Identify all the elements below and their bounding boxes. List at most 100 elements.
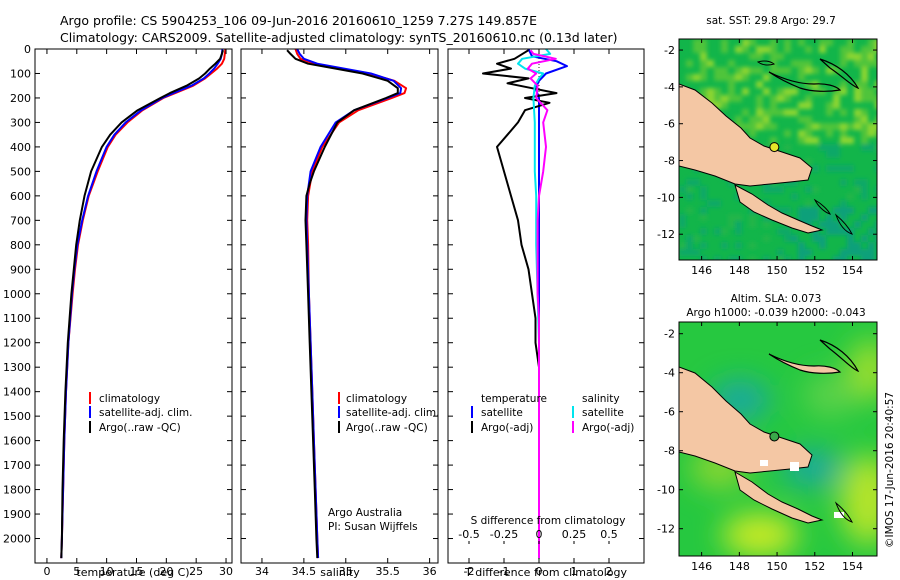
sst-pixel bbox=[868, 46, 875, 53]
y-tick-label: 1200 bbox=[3, 337, 31, 350]
sst-pixel bbox=[854, 116, 861, 123]
sst-pixel bbox=[826, 151, 833, 158]
sst-pixel bbox=[868, 88, 875, 95]
sst-pixel bbox=[742, 67, 749, 74]
sst-pixel bbox=[770, 39, 777, 46]
sst-pixel bbox=[826, 214, 833, 221]
sla-missing-patch bbox=[760, 460, 768, 466]
salinity-legend: climatology satellite-adj. clim. Argo(..… bbox=[338, 392, 439, 434]
sst-pixel bbox=[798, 249, 805, 256]
lat-tick-label: -8 bbox=[664, 155, 675, 168]
sst-pixel bbox=[868, 256, 875, 260]
sst-pixel bbox=[840, 123, 847, 130]
sst-pixel bbox=[854, 53, 861, 60]
sst-pixel bbox=[721, 95, 728, 102]
sst-pixel bbox=[756, 67, 763, 74]
sst-pixel bbox=[798, 116, 805, 123]
sst-pixel bbox=[868, 123, 875, 130]
series-line-s-argo bbox=[526, 49, 557, 559]
sst-pixel bbox=[679, 249, 686, 256]
sst-pixel bbox=[763, 88, 770, 95]
sst-pixel bbox=[714, 95, 721, 102]
sst-pixel bbox=[812, 123, 819, 130]
salinity-xlabel: salinity bbox=[320, 566, 360, 579]
new-britain-land bbox=[768, 353, 842, 374]
sst-pixel bbox=[819, 39, 826, 46]
sst-pixel bbox=[875, 60, 877, 67]
sst-pixel bbox=[784, 235, 791, 242]
sst-pixel bbox=[861, 123, 868, 130]
sst-pixel bbox=[826, 109, 833, 116]
sst-pixel bbox=[840, 109, 847, 116]
sst-pixel bbox=[763, 123, 770, 130]
sst-pixel bbox=[854, 81, 861, 88]
sst-pixel bbox=[721, 46, 728, 53]
sst-pixel bbox=[735, 221, 742, 228]
sst-pixel bbox=[770, 53, 777, 60]
sst-pixel bbox=[819, 242, 826, 249]
sst-pixel bbox=[861, 81, 868, 88]
sst-pixel bbox=[819, 144, 826, 151]
x-tick-label: 34.5 bbox=[292, 565, 317, 578]
sst-pixel bbox=[770, 67, 777, 74]
legend-climatology-label: climatology bbox=[99, 393, 160, 405]
sst-pixel bbox=[847, 165, 854, 172]
sst-pixel bbox=[707, 88, 714, 95]
s-tick-label: 0 bbox=[536, 528, 543, 541]
sst-pixel bbox=[770, 123, 777, 130]
sst-pixel bbox=[812, 214, 819, 221]
legend-s-argo-label: Argo(-adj) bbox=[582, 422, 634, 434]
lat-tick-label: -12 bbox=[657, 523, 675, 536]
sst-pixel bbox=[854, 60, 861, 67]
sst-pixel bbox=[861, 137, 868, 144]
sla-mid-blob bbox=[804, 373, 856, 417]
sst-pixel bbox=[798, 207, 805, 214]
sst-pixel bbox=[735, 74, 742, 81]
sst-pixel bbox=[735, 116, 742, 123]
sst-pixel bbox=[756, 102, 763, 109]
sst-pixel bbox=[784, 109, 791, 116]
x-tick-label: 5 bbox=[73, 565, 80, 578]
sst-pixel bbox=[840, 46, 847, 53]
lat-tick-label: -10 bbox=[657, 484, 675, 497]
sst-pixel bbox=[805, 81, 812, 88]
sst-pixel bbox=[700, 242, 707, 249]
sst-pixel bbox=[742, 39, 749, 46]
sst-pixel bbox=[868, 242, 875, 249]
sst-pixel bbox=[875, 123, 877, 130]
y-tick-label: 1100 bbox=[3, 312, 31, 325]
sst-pixel bbox=[728, 60, 735, 67]
sst-pixel bbox=[756, 53, 763, 60]
sst-pixel bbox=[805, 137, 812, 144]
island-coast bbox=[834, 501, 853, 523]
sst-pixel bbox=[728, 256, 735, 260]
lon-tick-label: 152 bbox=[804, 264, 825, 277]
sst-pixel bbox=[868, 228, 875, 235]
y-tick-label: 200 bbox=[10, 92, 31, 105]
sst-pixel bbox=[749, 214, 756, 221]
lat-tick-label: -10 bbox=[657, 191, 675, 204]
x-tick-label: 35.5 bbox=[375, 565, 400, 578]
sst-pixel bbox=[805, 102, 812, 109]
lat-tick-label: -4 bbox=[664, 367, 675, 380]
island-coast bbox=[834, 213, 853, 235]
sst-pixel bbox=[847, 242, 854, 249]
sst-pixel bbox=[686, 249, 693, 256]
series-line-t-argo bbox=[482, 49, 558, 559]
sst-pixel bbox=[700, 39, 707, 46]
y-tick-label: 1800 bbox=[3, 484, 31, 497]
sst-pixel bbox=[826, 67, 833, 74]
sst-pixel bbox=[784, 130, 791, 137]
sst-pixel bbox=[868, 130, 875, 137]
salinity-panel: 34 34.5 35 35.5 36 salinity climatology sate… bbox=[240, 48, 439, 579]
sst-pixel bbox=[868, 95, 875, 102]
new-guinea-land bbox=[679, 366, 813, 474]
sst-pixel bbox=[700, 74, 707, 81]
sst-pixel bbox=[819, 221, 826, 228]
lat-tick-label: -6 bbox=[664, 406, 675, 419]
legend-t-satellite-label: satellite bbox=[481, 407, 523, 419]
sst-pixel bbox=[735, 242, 742, 249]
legend-argo-label: Argo(..raw -QC) bbox=[99, 422, 181, 434]
sst-pixel bbox=[840, 207, 847, 214]
sst-pixel bbox=[833, 207, 840, 214]
